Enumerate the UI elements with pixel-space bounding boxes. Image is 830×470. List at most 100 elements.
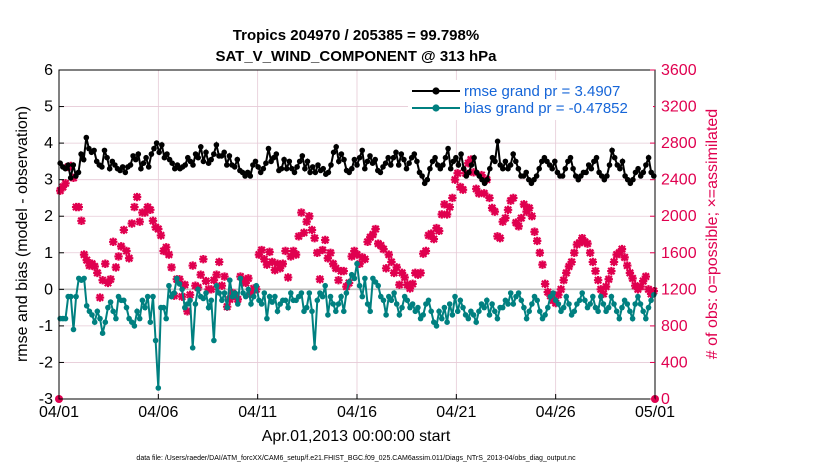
obs-assimilated-mark: [270, 265, 280, 275]
obs-assimilated-point: [466, 155, 476, 164]
bias-point: [298, 290, 305, 296]
obs-assimilated-point: [297, 208, 306, 217]
obs-assimilated-point: [575, 238, 584, 247]
rmse-point: [395, 162, 402, 168]
obs-assimilated-mark: [540, 279, 550, 289]
right-y-axis: 0 400 800 1200 1600 2000 2400 2800 3200 3600: [650, 62, 697, 408]
legend: rmse grand pr = 3.4907 bias grand pr = -…: [408, 80, 653, 120]
obs-assimilated-point: [649, 286, 658, 296]
bias-point: [219, 297, 225, 304]
bias-point: [330, 301, 337, 307]
right-tick-label: 1600: [661, 245, 697, 262]
obs-assimilated-mark: [527, 212, 537, 221]
bias-point: [192, 301, 199, 307]
obs-assimilated-mark: [453, 169, 462, 178]
rmse-point: [336, 158, 342, 165]
obs-assimilated-point: [283, 273, 293, 282]
rmse-point: [328, 162, 334, 168]
obs-assimilated-mark: [591, 266, 600, 276]
bias-point: [542, 312, 548, 318]
bias-point: [555, 301, 562, 307]
rmse-point: [510, 151, 516, 157]
rmse-point: [559, 173, 566, 179]
obs-assimilated-point: [124, 254, 134, 263]
obs-assimilated-point: [514, 222, 523, 231]
obs-assimilated-point: [450, 175, 460, 184]
obs-assimilated-mark: [299, 228, 309, 237]
obs-assimilated-point: [164, 250, 174, 259]
obs-assimilated-point: [132, 192, 142, 202]
bias-point: [608, 293, 615, 300]
bias-point: [288, 290, 294, 296]
obs-assimilated-mark: [532, 236, 542, 246]
obs-assimilated-mark: [260, 254, 269, 264]
obs-assimilated-mark: [588, 257, 598, 267]
obs-assimilated-mark: [458, 185, 468, 194]
right-tick-label: 3600: [661, 62, 697, 79]
obs-assimilated-mark: [400, 273, 409, 282]
bias-point: [545, 304, 551, 311]
left-y-axis: -3 -2 -1 0 1 2 3 4 5 6: [39, 62, 64, 408]
rmse-point: [398, 151, 405, 157]
rmse-point: [351, 156, 358, 163]
rmse-point: [393, 149, 399, 156]
obs-assimilated-point: [318, 245, 327, 255]
obs-assimilated-mark: [114, 252, 123, 261]
rmse-point: [500, 165, 506, 172]
obs-assimilated-point: [307, 225, 317, 235]
rmse-point: [414, 158, 420, 165]
obs-assimilated-mark: [268, 257, 277, 267]
obs-assimilated-point: [90, 262, 99, 271]
obs-assimilated-mark: [257, 245, 266, 255]
obs-assimilated-mark: [554, 290, 563, 300]
obs-assimilated-mark: [525, 203, 534, 213]
obs-assimilated-point: [162, 243, 171, 252]
obs-assimilated-mark: [638, 276, 648, 286]
obs-assimilated-point: [384, 250, 393, 259]
left-y-axis-label: rmse and bias (model - observation): [14, 106, 31, 362]
obs-assimilated-point: [495, 233, 505, 243]
right-tick-label: 1200: [661, 281, 697, 298]
bias-point: [160, 304, 167, 311]
obs-assimilated-mark: [466, 155, 476, 164]
obs-assimilated-point: [257, 245, 266, 255]
obs-assimilated-point: [458, 185, 468, 194]
obs-assimilated-point: [530, 227, 539, 236]
obs-assimilated-mark: [217, 281, 227, 290]
bias-point: [155, 385, 162, 391]
bias-point: [224, 304, 230, 311]
rmse-point: [419, 173, 425, 179]
bias-point: [200, 295, 207, 302]
obs-assimilated-point: [140, 208, 150, 217]
obs-assimilated-mark: [448, 193, 457, 203]
bias-point: [595, 308, 601, 315]
obs-assimilated-point: [583, 239, 592, 248]
rmse-point: [203, 149, 209, 156]
x-tick-label: 04/06: [138, 404, 178, 421]
obs-assimilated-mark: [641, 272, 651, 281]
rmse-point: [406, 160, 412, 166]
obs-assimilated-point: [352, 250, 362, 259]
obs-assimilated-mark: [93, 268, 102, 278]
obs-assimilated-point: [644, 285, 653, 294]
rmse-point: [122, 169, 129, 176]
obs-assimilated-point: [154, 224, 163, 234]
rmse-series: [57, 134, 657, 187]
rmse-point: [643, 162, 649, 168]
rmse-point: [630, 176, 636, 183]
bias-point: [131, 323, 138, 329]
obs-assimilated-point: [389, 268, 399, 278]
obs-assimilated-point: [109, 237, 118, 247]
bias-point: [91, 319, 98, 326]
obs-assimilated-mark: [495, 233, 505, 243]
rmse-point: [403, 165, 410, 172]
obs-assimilated-point: [501, 213, 510, 223]
rmse-point: [198, 144, 204, 150]
obs-assimilated-point: [146, 205, 155, 215]
x-tick-label: 04/01: [39, 404, 79, 421]
rmse-point: [153, 140, 160, 146]
rmse-point: [283, 165, 290, 172]
rmse-point: [424, 176, 431, 183]
obs-assimilated-point: [175, 275, 184, 284]
